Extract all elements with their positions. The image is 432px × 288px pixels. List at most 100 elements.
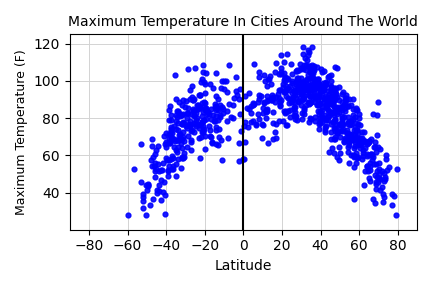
Point <box>161 193 168 198</box>
Point <box>304 72 311 77</box>
Point <box>303 81 310 86</box>
Point <box>283 84 290 89</box>
Point <box>353 127 359 132</box>
Point <box>296 67 303 72</box>
Point <box>375 145 382 150</box>
Point <box>190 121 197 125</box>
Point <box>350 145 357 150</box>
Point <box>339 126 346 131</box>
Point <box>305 52 311 57</box>
Point <box>189 128 196 133</box>
Point <box>323 118 330 122</box>
Point <box>160 190 167 194</box>
Point <box>165 139 172 144</box>
Point <box>168 167 175 171</box>
Point <box>165 169 172 173</box>
Point <box>315 77 322 81</box>
Point <box>320 94 327 99</box>
Point <box>351 165 358 170</box>
Point <box>290 89 297 93</box>
Point <box>166 158 173 162</box>
Point <box>189 98 196 103</box>
Point <box>331 117 338 122</box>
Point <box>201 100 208 105</box>
Point <box>289 91 296 95</box>
Point <box>314 109 321 113</box>
Point <box>331 137 338 142</box>
Point <box>191 113 198 117</box>
Point <box>293 88 300 93</box>
Point <box>300 87 307 92</box>
Point <box>327 98 334 103</box>
Point <box>329 91 336 96</box>
Point <box>260 101 267 106</box>
Point <box>344 127 351 132</box>
Point <box>326 95 333 100</box>
Point <box>201 101 208 105</box>
Point <box>359 147 366 152</box>
Point <box>210 113 216 118</box>
Point <box>165 117 172 122</box>
Point <box>188 112 195 116</box>
Point <box>162 156 169 160</box>
Point <box>291 106 298 111</box>
Point <box>283 109 290 113</box>
Point <box>197 93 204 97</box>
Point <box>318 88 324 93</box>
Point <box>213 107 220 112</box>
Point <box>306 50 313 54</box>
Point <box>246 107 253 111</box>
Point <box>178 156 185 160</box>
Point <box>333 91 340 96</box>
Point <box>297 103 304 108</box>
Point <box>206 82 213 86</box>
Point <box>335 122 342 126</box>
Point <box>161 134 168 139</box>
Point <box>305 85 312 90</box>
Point <box>317 84 324 88</box>
Point <box>311 92 318 97</box>
Point <box>393 213 400 217</box>
Point <box>362 146 369 150</box>
Point <box>130 167 137 171</box>
Point <box>154 190 161 195</box>
Point <box>295 85 302 90</box>
Point <box>283 110 290 114</box>
Point <box>168 125 175 129</box>
Point <box>307 76 314 80</box>
Point <box>180 112 187 116</box>
Point <box>194 103 200 107</box>
Point <box>329 120 336 125</box>
Point <box>352 105 359 110</box>
Point <box>312 96 319 101</box>
Point <box>331 113 338 118</box>
Point <box>300 94 307 98</box>
Point <box>310 81 317 86</box>
Point <box>304 99 311 104</box>
Point <box>144 188 151 193</box>
Point <box>200 117 207 122</box>
Point <box>179 134 186 139</box>
Point <box>328 87 335 91</box>
Point <box>148 158 155 162</box>
Point <box>201 146 208 151</box>
Point <box>170 164 177 168</box>
Point <box>169 156 176 160</box>
Point <box>179 113 186 117</box>
Point <box>294 99 301 104</box>
Point <box>294 81 301 86</box>
Point <box>282 90 289 94</box>
Point <box>278 72 285 77</box>
Point <box>323 123 330 128</box>
Point <box>191 114 198 119</box>
Point <box>195 105 202 110</box>
Point <box>305 48 311 53</box>
Point <box>154 187 161 192</box>
Point <box>317 111 324 115</box>
Point <box>326 91 333 96</box>
Point <box>180 156 187 161</box>
Point <box>299 88 305 92</box>
Point <box>162 131 169 135</box>
Point <box>172 119 179 124</box>
Point <box>184 116 191 121</box>
